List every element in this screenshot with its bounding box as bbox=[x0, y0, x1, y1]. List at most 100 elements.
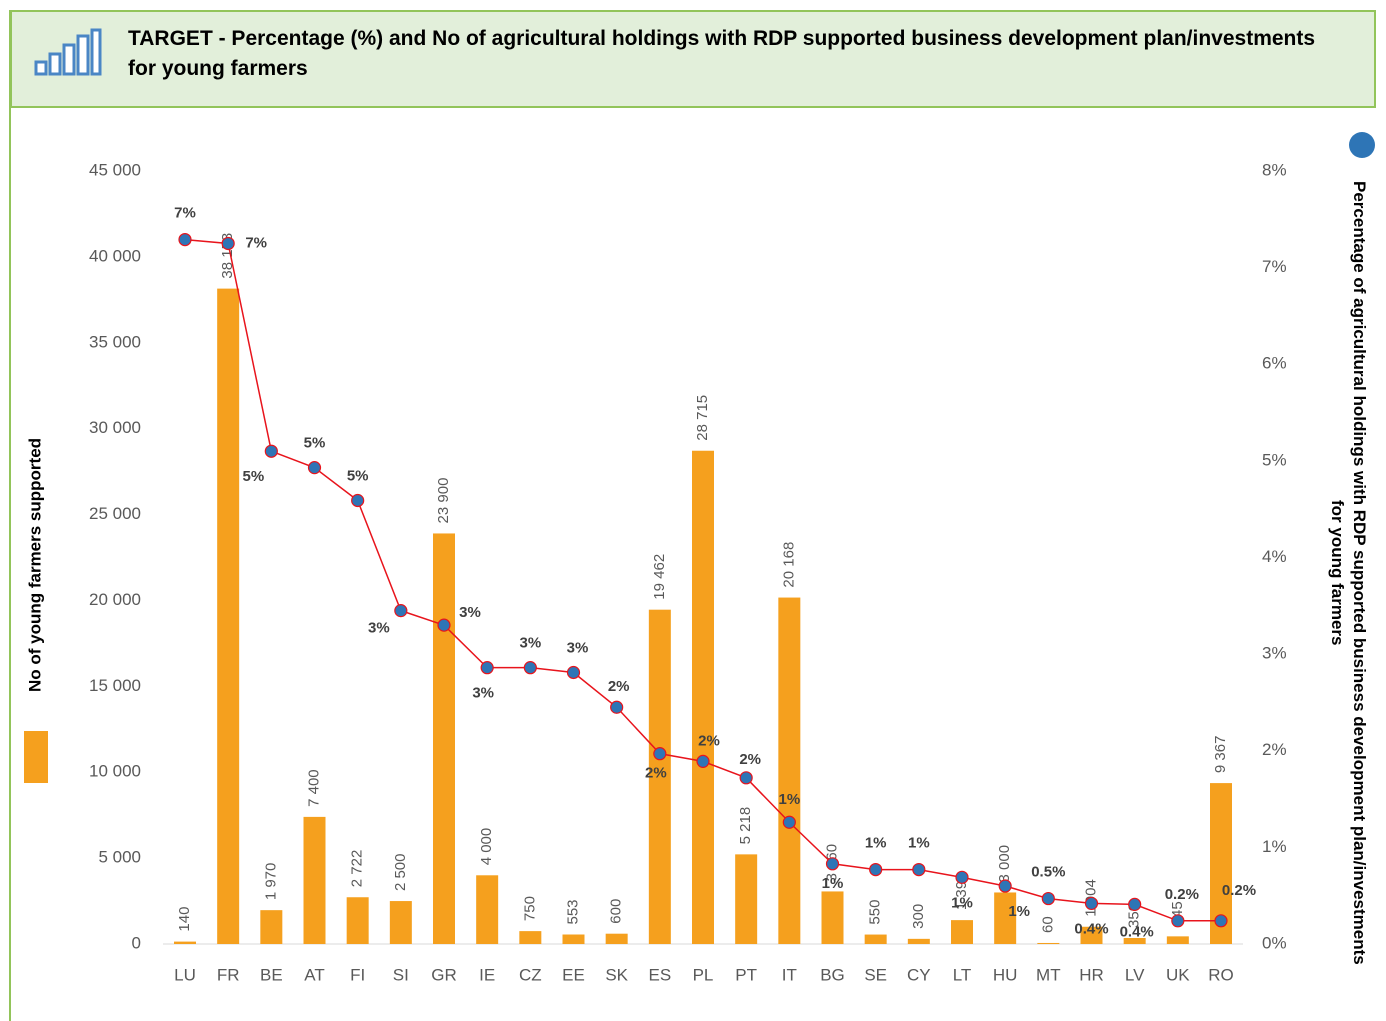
value-label: 0.5% bbox=[1031, 864, 1065, 881]
y2-axis-title: Percentage of agricultural holdings with… bbox=[1328, 181, 1369, 965]
value-label: 1% bbox=[951, 894, 973, 911]
bar bbox=[778, 597, 801, 944]
bar bbox=[1166, 936, 1189, 944]
x-tick-label: SK bbox=[605, 965, 628, 984]
chart-title: TARGET - Percentage (%) and No of agricu… bbox=[128, 27, 1316, 80]
value-label: 1 970 bbox=[262, 863, 279, 901]
x-tick-label: AT bbox=[304, 965, 324, 984]
value-label: 1% bbox=[778, 791, 800, 808]
value-label: 5 218 bbox=[737, 807, 754, 845]
value-label: 7% bbox=[245, 234, 267, 251]
value-label: 2% bbox=[645, 765, 667, 782]
marker bbox=[1214, 914, 1228, 928]
marker bbox=[1171, 914, 1185, 928]
value-label: 750 bbox=[521, 896, 538, 921]
bar bbox=[303, 816, 326, 944]
bar bbox=[476, 875, 499, 944]
value-label: 3% bbox=[368, 620, 390, 637]
value-label: 0.4% bbox=[1074, 920, 1108, 937]
bar bbox=[692, 450, 714, 944]
marker bbox=[307, 461, 322, 475]
bar bbox=[174, 941, 196, 944]
marker bbox=[1041, 891, 1055, 906]
legend-swatch bbox=[24, 731, 48, 783]
y-tick-label: 40 000 bbox=[89, 246, 141, 265]
y-tick-label: 35 000 bbox=[89, 332, 141, 351]
bar bbox=[907, 938, 930, 944]
y-tick-label: 5 000 bbox=[98, 848, 141, 867]
x-tick-label: SE bbox=[864, 965, 887, 984]
x-tick-label: IE bbox=[479, 965, 495, 984]
value-label: 20 168 bbox=[780, 542, 797, 588]
marker bbox=[523, 661, 537, 675]
bar bbox=[735, 854, 758, 944]
x-tick-label: CY bbox=[907, 965, 931, 984]
x-tick-label: MT bbox=[1036, 965, 1061, 984]
marker bbox=[351, 493, 365, 508]
marker bbox=[696, 754, 710, 768]
bar bbox=[1210, 783, 1232, 944]
x-tick-label: SI bbox=[393, 965, 409, 984]
y2-tick-label: 4% bbox=[1262, 547, 1287, 566]
value-label: 300 bbox=[910, 904, 927, 929]
bar bbox=[389, 901, 412, 944]
x-tick-label: LT bbox=[953, 965, 972, 984]
marker bbox=[437, 618, 451, 632]
value-label: 0.2% bbox=[1165, 886, 1199, 903]
bar bbox=[1037, 942, 1060, 944]
value-label: 0.2% bbox=[1222, 882, 1256, 899]
value-label: 28 715 bbox=[694, 395, 711, 441]
bar bbox=[260, 910, 283, 944]
header bbox=[10, 10, 1376, 108]
value-label: 3 000 bbox=[996, 845, 1013, 883]
value-label: 140 bbox=[176, 907, 193, 932]
value-label: 1% bbox=[822, 875, 844, 892]
marker bbox=[610, 700, 624, 714]
x-tick-label: EE bbox=[562, 965, 585, 984]
y2-tick-label: 5% bbox=[1262, 450, 1287, 469]
value-label: 3% bbox=[519, 635, 541, 652]
value-label: 1% bbox=[1008, 903, 1030, 920]
x-tick-label: HU bbox=[993, 965, 1018, 984]
bar bbox=[605, 933, 628, 944]
x-tick-label: LV bbox=[1125, 965, 1145, 984]
marker bbox=[912, 862, 926, 877]
value-label: 1% bbox=[908, 835, 930, 852]
x-tick-label: PT bbox=[735, 965, 757, 984]
x-tick-label: PL bbox=[693, 965, 714, 984]
value-label: 5% bbox=[347, 467, 369, 484]
value-label: 9 367 bbox=[1212, 736, 1229, 774]
marker bbox=[653, 747, 667, 761]
value-label: 600 bbox=[608, 899, 625, 924]
x-tick-label: ES bbox=[648, 965, 671, 984]
value-label: 0.4% bbox=[1120, 923, 1154, 940]
x-tick-label: RO bbox=[1208, 965, 1234, 984]
x-tick-label: BE bbox=[260, 965, 283, 984]
y2-tick-label: 0% bbox=[1262, 933, 1287, 952]
marker bbox=[221, 236, 235, 251]
value-label: 60 bbox=[1039, 916, 1056, 933]
marker bbox=[394, 604, 408, 618]
marker bbox=[566, 665, 581, 680]
value-label: 5% bbox=[242, 468, 264, 485]
marker bbox=[1084, 896, 1099, 911]
x-tick-label: CZ bbox=[519, 965, 542, 984]
value-label: 2 722 bbox=[349, 850, 366, 888]
bar bbox=[648, 609, 671, 944]
value-label: 2 500 bbox=[392, 854, 409, 892]
y-tick-label: 30 000 bbox=[89, 418, 141, 437]
value-label: 7% bbox=[174, 205, 196, 222]
marker bbox=[264, 444, 278, 458]
value-label: 3% bbox=[567, 639, 589, 656]
value-label: 2% bbox=[608, 678, 630, 695]
y-tick-label: 20 000 bbox=[89, 590, 141, 609]
x-tick-label: HR bbox=[1079, 965, 1104, 984]
icon bbox=[34, 28, 102, 76]
x-tick-label: BG bbox=[820, 965, 845, 984]
marker bbox=[869, 862, 883, 877]
y-tick-label: 45 000 bbox=[89, 160, 141, 179]
y2-tick-label: 3% bbox=[1262, 644, 1287, 663]
marker bbox=[739, 771, 753, 785]
